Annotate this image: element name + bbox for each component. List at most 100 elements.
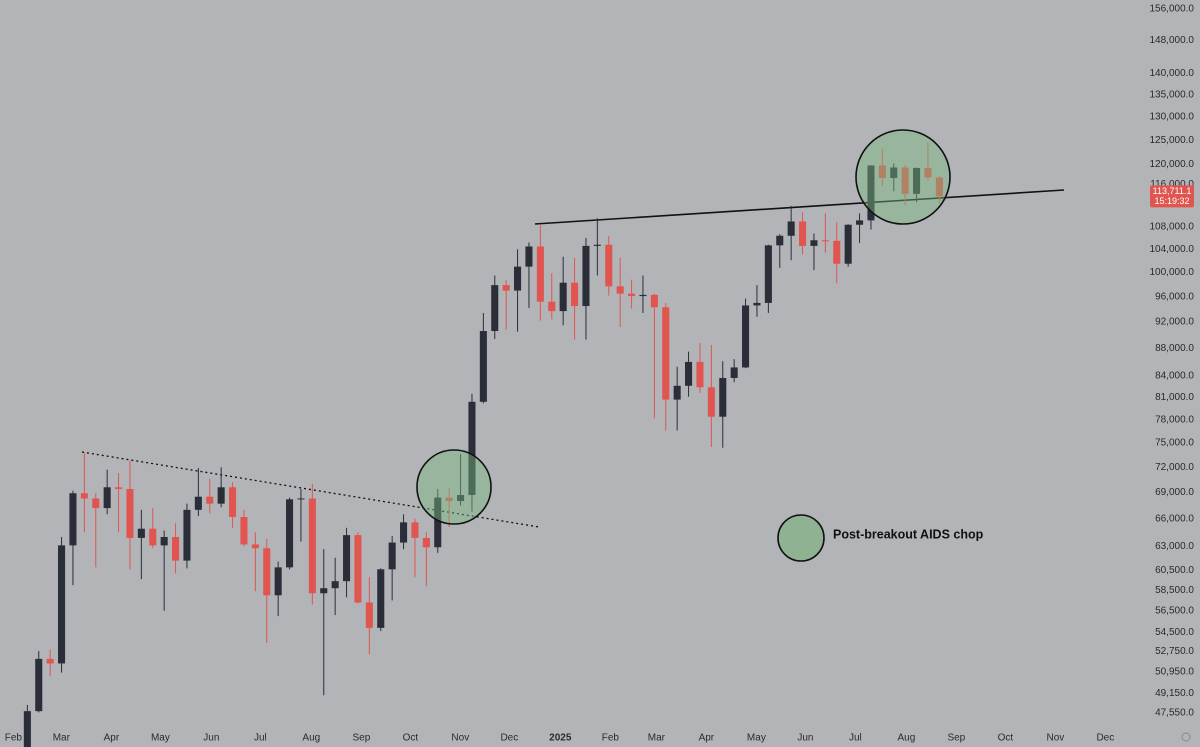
y-tick-label: 60,500.0 [1155, 565, 1194, 576]
candle-body [217, 487, 225, 504]
y-tick-label: 52,750.0 [1155, 646, 1194, 657]
y-tick-label: 156,000.0 [1150, 4, 1195, 15]
candle-body [810, 240, 818, 246]
price-label: 113,711.1 [1153, 186, 1192, 196]
candle-body [787, 221, 795, 236]
highlight-circle [416, 449, 492, 525]
candle-body [593, 244, 601, 246]
x-tick-label: May [151, 733, 170, 744]
x-tick-label: Jul [254, 733, 267, 744]
candle-body [308, 498, 316, 594]
candle-body [833, 240, 841, 264]
candle-body [479, 331, 487, 402]
candle-body [263, 548, 271, 596]
x-tick-label: Dec [500, 733, 518, 744]
x-tick-label: Sep [947, 733, 965, 744]
x-tick-label: Nov [451, 733, 469, 744]
annotation-text: Post-breakout AIDS chop [833, 527, 984, 541]
candle-body [331, 581, 339, 589]
y-tick-label: 54,500.0 [1155, 627, 1194, 638]
candle-body [149, 528, 157, 546]
y-tick-label: 96,000.0 [1155, 291, 1194, 302]
y-tick-label: 78,000.0 [1155, 414, 1194, 425]
x-tick-label: Mar [53, 733, 71, 744]
candle-body [69, 493, 77, 546]
y-tick-label: 108,000.0 [1150, 222, 1195, 233]
y-tick-label: 58,500.0 [1155, 585, 1194, 596]
candle-body [890, 167, 898, 178]
candle-body [582, 245, 590, 307]
x-tick-label: Aug [898, 733, 916, 744]
y-tick-label: 100,000.0 [1150, 267, 1195, 278]
candle-body [274, 567, 282, 596]
y-tick-label: 72,000.0 [1155, 462, 1194, 473]
highlight-circle [855, 129, 951, 225]
candle-body [422, 537, 430, 548]
trend-line [534, 189, 1065, 225]
candle-body [913, 167, 921, 194]
annotations [81, 189, 1065, 528]
x-tick-label: 2025 [549, 733, 572, 744]
candle-body [400, 522, 408, 543]
x-tick-label: Nov [1047, 733, 1065, 744]
candle-body [628, 293, 636, 297]
candle-body [696, 361, 704, 388]
y-tick-label: 56,500.0 [1155, 605, 1194, 616]
highlights: Post-breakout AIDS chop [416, 129, 984, 562]
candle-body [605, 244, 613, 287]
candle-body [377, 569, 385, 628]
y-tick-label: 84,000.0 [1155, 370, 1194, 381]
x-tick-label: Mar [648, 733, 666, 744]
candle-body [206, 496, 214, 504]
candle-body [137, 528, 145, 538]
candle-body [434, 497, 442, 548]
candle-body [753, 302, 761, 306]
candle-body [240, 516, 248, 545]
x-tick-label: Jun [797, 733, 813, 744]
x-tick-label: Oct [998, 733, 1014, 744]
candle-body [115, 487, 123, 489]
x-tick-label: Feb [5, 733, 23, 744]
candle-body [901, 167, 909, 194]
x-tick-label: Apr [104, 733, 120, 744]
candle-body [856, 220, 864, 225]
candle-body [935, 177, 943, 197]
x-tick-label: May [747, 733, 766, 744]
x-tick-label: Jun [203, 733, 219, 744]
countdown-label: 15:19:32 [1154, 196, 1189, 206]
settings-icon[interactable] [1181, 732, 1191, 742]
candle-body [365, 602, 373, 628]
candle-body [719, 377, 727, 417]
candle-body [730, 367, 738, 378]
x-tick-label: Dec [1096, 733, 1114, 744]
candle-body [764, 245, 772, 303]
candle-body [525, 246, 533, 267]
y-tick-label: 140,000.0 [1150, 68, 1195, 79]
candle-body [229, 487, 237, 517]
candle-body [491, 285, 499, 332]
x-tick-label: Apr [699, 733, 715, 744]
candle-body [343, 535, 351, 582]
y-tick-label: 130,000.0 [1150, 112, 1195, 123]
candle-body [103, 487, 111, 509]
candles [23, 142, 943, 747]
y-tick-label: 125,000.0 [1150, 135, 1195, 146]
candle-body [742, 305, 750, 368]
legend-circle [777, 514, 825, 562]
candle-body [548, 301, 556, 312]
candle-body [411, 522, 419, 538]
candle-body [80, 493, 88, 499]
candle-body [514, 266, 522, 291]
candle-body [707, 387, 715, 417]
candle-body [320, 588, 328, 594]
candle-body [878, 165, 886, 178]
candle-body [172, 536, 180, 561]
candle-body [776, 235, 784, 246]
y-tick-label: 47,550.0 [1155, 708, 1194, 719]
candle-body [650, 294, 658, 308]
candle-body [35, 658, 43, 712]
candle-body [468, 401, 476, 495]
y-tick-label: 104,000.0 [1150, 244, 1195, 255]
candle-body [685, 361, 693, 386]
